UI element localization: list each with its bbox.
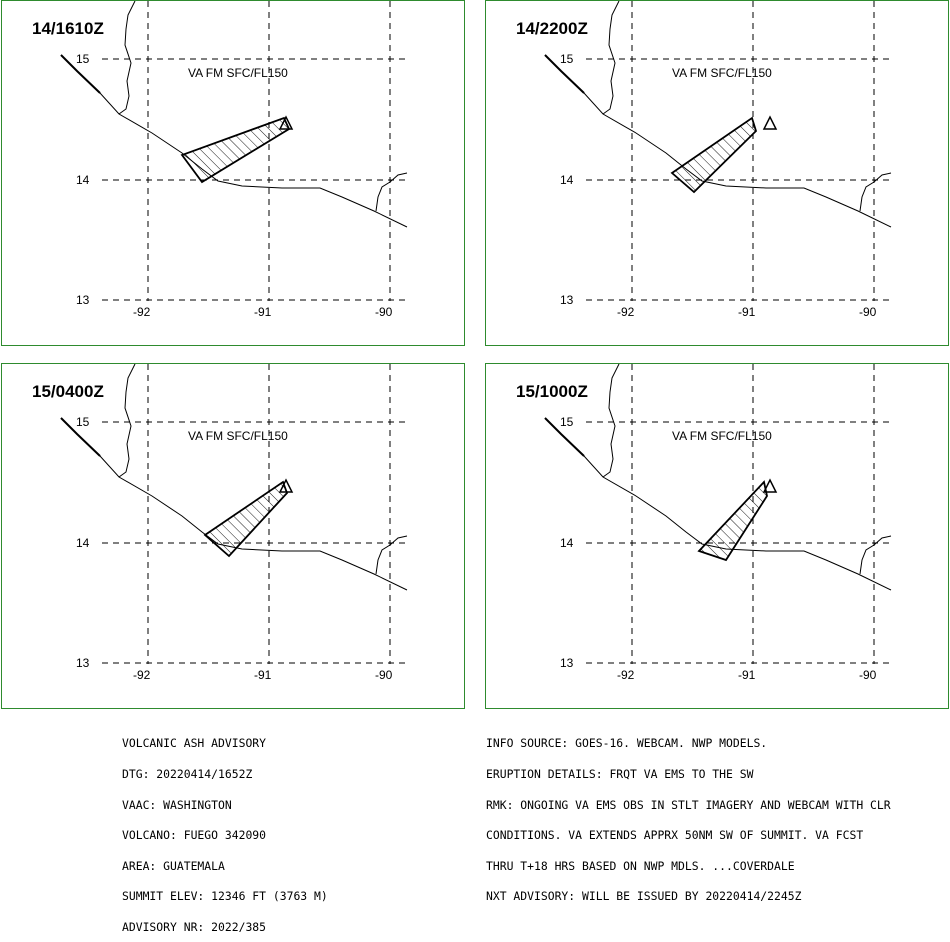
map-panel-4: 15/1000Z VA FM SFC/FL150 15 14 13 -92 -9… xyxy=(485,363,949,709)
ash-cloud-polygon xyxy=(670,116,758,194)
advisory-line: CONDITIONS. VA EXTENDS APPRX 50NM SW OF … xyxy=(486,828,864,843)
lon-tick-90: -90 xyxy=(375,668,393,682)
map-canvas-2 xyxy=(544,1,892,301)
map-canvas-4 xyxy=(544,364,892,664)
advisory-line: DTG: 20220414/1652Z xyxy=(122,767,253,781)
lat-tick-14: 14 xyxy=(560,173,574,187)
lon-tick-91: -91 xyxy=(254,668,272,682)
coastline xyxy=(544,54,585,94)
border-line xyxy=(602,1,620,115)
panel-time-title: 14/1610Z xyxy=(32,19,104,38)
ash-cloud-polygon xyxy=(180,116,291,184)
lon-tick-90: -90 xyxy=(375,305,393,319)
panel-time-title: 15/0400Z xyxy=(32,382,104,401)
border-line xyxy=(118,364,136,478)
ash-level-label: VA FM SFC/FL150 xyxy=(672,66,772,80)
panel-time-title: 14/2200Z xyxy=(516,19,588,38)
border-line xyxy=(602,364,620,478)
lat-tick-13: 13 xyxy=(560,656,574,670)
border-line xyxy=(375,172,408,212)
coastline xyxy=(60,54,101,94)
lon-tick-92: -92 xyxy=(617,305,635,319)
map-panel-3: 15/0400Z VA FM SFC/FL150 15 14 13 -92 -9… xyxy=(1,363,465,709)
advisory-line: VOLCANIC ASH ADVISORY xyxy=(122,736,267,751)
border-line xyxy=(859,172,892,212)
lat-tick-14: 14 xyxy=(76,173,90,187)
lon-tick-90: -90 xyxy=(859,668,877,682)
volcano-icon xyxy=(278,478,294,493)
lat-tick-14: 14 xyxy=(560,536,574,550)
border-line xyxy=(375,535,408,575)
lat-tick-15: 15 xyxy=(560,415,574,429)
advisory-line: VAAC: WASHINGTON xyxy=(122,797,232,812)
advisory-line: ADVISORY NR: 2022/385 xyxy=(122,919,267,934)
coastline xyxy=(60,417,101,457)
advisory-line: AREA: GUATEMALA xyxy=(122,858,225,873)
panel-time-title: 15/1000Z xyxy=(516,382,588,401)
lat-tick-15: 15 xyxy=(76,415,90,429)
lat-tick-15: 15 xyxy=(76,52,90,66)
ash-level-label: VA FM SFC/FL150 xyxy=(188,429,288,443)
advisory-line: NXT ADVISORY: WILL BE ISSUED BY 20220414… xyxy=(486,889,802,904)
border-line xyxy=(118,1,136,115)
advisory-line: THRU T+18 HRS BASED ON NWP MDLS. ...COVE… xyxy=(486,858,795,873)
lon-tick-91: -91 xyxy=(738,668,756,682)
map-panel-2: 14/2200Z VA FM SFC/FL150 15 14 13 -92 -9… xyxy=(485,0,949,346)
coastline xyxy=(544,417,892,591)
map-panel-1: 14/1610Z VA FM SFC/FL150 15 14 13 -92 -9… xyxy=(1,0,465,346)
volcano-icon xyxy=(762,478,778,493)
volcano-icon xyxy=(278,115,294,130)
volcano-icon xyxy=(762,115,778,130)
ash-level-label: VA FM SFC/FL150 xyxy=(188,66,288,80)
advisory-line: INFO SOURCE: GOES-16. WEBCAM. NWP MODELS… xyxy=(486,736,768,751)
ash-cloud-polygon xyxy=(203,480,289,558)
lon-tick-92: -92 xyxy=(133,305,151,319)
advisory-info-left: VOLCANIC ASH ADVISORY DTG: 20220414/1652… xyxy=(122,718,328,942)
advisory-line: RMK: ONGOING VA EMS OBS IN STLT IMAGERY … xyxy=(486,797,891,812)
advisory-line: SUMMIT ELEV: 12346 FT (3763 M) xyxy=(122,889,328,904)
lon-tick-92: -92 xyxy=(133,668,151,682)
map-canvas-3 xyxy=(60,364,408,664)
lon-tick-91: -91 xyxy=(254,305,272,319)
advisory-line: ERUPTION DETAILS: FRQT VA EMS TO THE SW xyxy=(486,767,754,781)
lat-tick-14: 14 xyxy=(76,536,90,550)
lon-tick-92: -92 xyxy=(617,668,635,682)
coastline xyxy=(60,417,408,591)
border-line xyxy=(859,535,892,575)
ash-cloud-polygon xyxy=(697,480,768,562)
lon-tick-90: -90 xyxy=(859,305,877,319)
lat-tick-13: 13 xyxy=(76,293,90,307)
coastline xyxy=(544,417,585,457)
advisory-info-right: INFO SOURCE: GOES-16. WEBCAM. NWP MODELS… xyxy=(486,718,891,912)
ash-level-label: VA FM SFC/FL150 xyxy=(672,429,772,443)
map-canvas-1 xyxy=(60,1,408,301)
lat-tick-15: 15 xyxy=(560,52,574,66)
lat-tick-13: 13 xyxy=(76,656,90,670)
advisory-line: VOLCANO: FUEGO 342090 xyxy=(122,828,267,843)
lon-tick-91: -91 xyxy=(738,305,756,319)
lat-tick-13: 13 xyxy=(560,293,574,307)
